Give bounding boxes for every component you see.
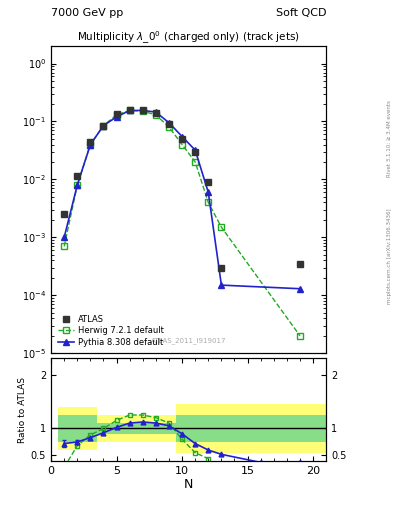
Pythia 8.308 default <box>127 108 132 114</box>
Herwig 7.2.1 default <box>140 108 145 114</box>
Line: Herwig 7.2.1 default: Herwig 7.2.1 default <box>61 108 303 339</box>
ATLAS <box>167 121 171 127</box>
Herwig 7.2.1 default <box>193 159 198 165</box>
Herwig 7.2.1 default <box>127 108 132 114</box>
Herwig 7.2.1 default <box>219 224 224 230</box>
Text: ATLAS_2011_I919017: ATLAS_2011_I919017 <box>151 337 226 344</box>
Pythia 8.308 default <box>298 286 302 292</box>
Pythia 8.308 default <box>167 120 171 126</box>
Herwig 7.2.1 default <box>88 141 93 147</box>
Pythia 8.308 default <box>114 114 119 120</box>
Herwig 7.2.1 default <box>206 199 211 205</box>
ATLAS <box>62 211 66 218</box>
Pythia 8.308 default <box>154 109 158 115</box>
Text: mcplots.cern.ch [arXiv:1306.3436]: mcplots.cern.ch [arXiv:1306.3436] <box>387 208 391 304</box>
Herwig 7.2.1 default <box>75 182 80 188</box>
Pythia 8.308 default <box>193 147 198 153</box>
Herwig 7.2.1 default <box>298 333 302 339</box>
Line: ATLAS: ATLAS <box>61 106 303 271</box>
Y-axis label: Ratio to ATLAS: Ratio to ATLAS <box>18 377 27 442</box>
Herwig 7.2.1 default <box>114 112 119 118</box>
Herwig 7.2.1 default <box>154 112 158 118</box>
Pythia 8.308 default <box>88 141 93 147</box>
ATLAS <box>127 106 132 113</box>
Herwig 7.2.1 default <box>101 122 106 129</box>
Pythia 8.308 default <box>140 108 145 114</box>
Pythia 8.308 default <box>75 182 80 188</box>
ATLAS <box>101 122 106 129</box>
Pythia 8.308 default <box>62 234 66 241</box>
ATLAS <box>180 136 184 142</box>
ATLAS <box>140 108 145 114</box>
Legend: ATLAS, Herwig 7.2.1 default, Pythia 8.308 default: ATLAS, Herwig 7.2.1 default, Pythia 8.30… <box>55 312 166 349</box>
Herwig 7.2.1 default <box>180 141 184 147</box>
ATLAS <box>75 173 80 179</box>
ATLAS <box>154 110 158 116</box>
Herwig 7.2.1 default <box>167 124 171 130</box>
ATLAS <box>206 179 211 185</box>
Title: Multiplicity $\lambda\_0^0$ (charged only) (track jets): Multiplicity $\lambda\_0^0$ (charged onl… <box>77 30 300 46</box>
Pythia 8.308 default <box>219 282 224 288</box>
ATLAS <box>219 265 224 271</box>
X-axis label: N: N <box>184 478 193 492</box>
ATLAS <box>193 148 198 155</box>
ATLAS <box>88 139 93 145</box>
Text: 7000 GeV pp: 7000 GeV pp <box>51 8 123 18</box>
Pythia 8.308 default <box>101 122 106 129</box>
Pythia 8.308 default <box>206 189 211 196</box>
ATLAS <box>298 261 302 267</box>
ATLAS <box>114 111 119 117</box>
Text: Rivet 3.1.10; ≥ 3.4M events: Rivet 3.1.10; ≥ 3.4M events <box>387 100 391 177</box>
Text: Soft QCD: Soft QCD <box>276 8 326 18</box>
Line: Pythia 8.308 default: Pythia 8.308 default <box>61 108 303 291</box>
Herwig 7.2.1 default <box>62 243 66 249</box>
Pythia 8.308 default <box>180 134 184 140</box>
